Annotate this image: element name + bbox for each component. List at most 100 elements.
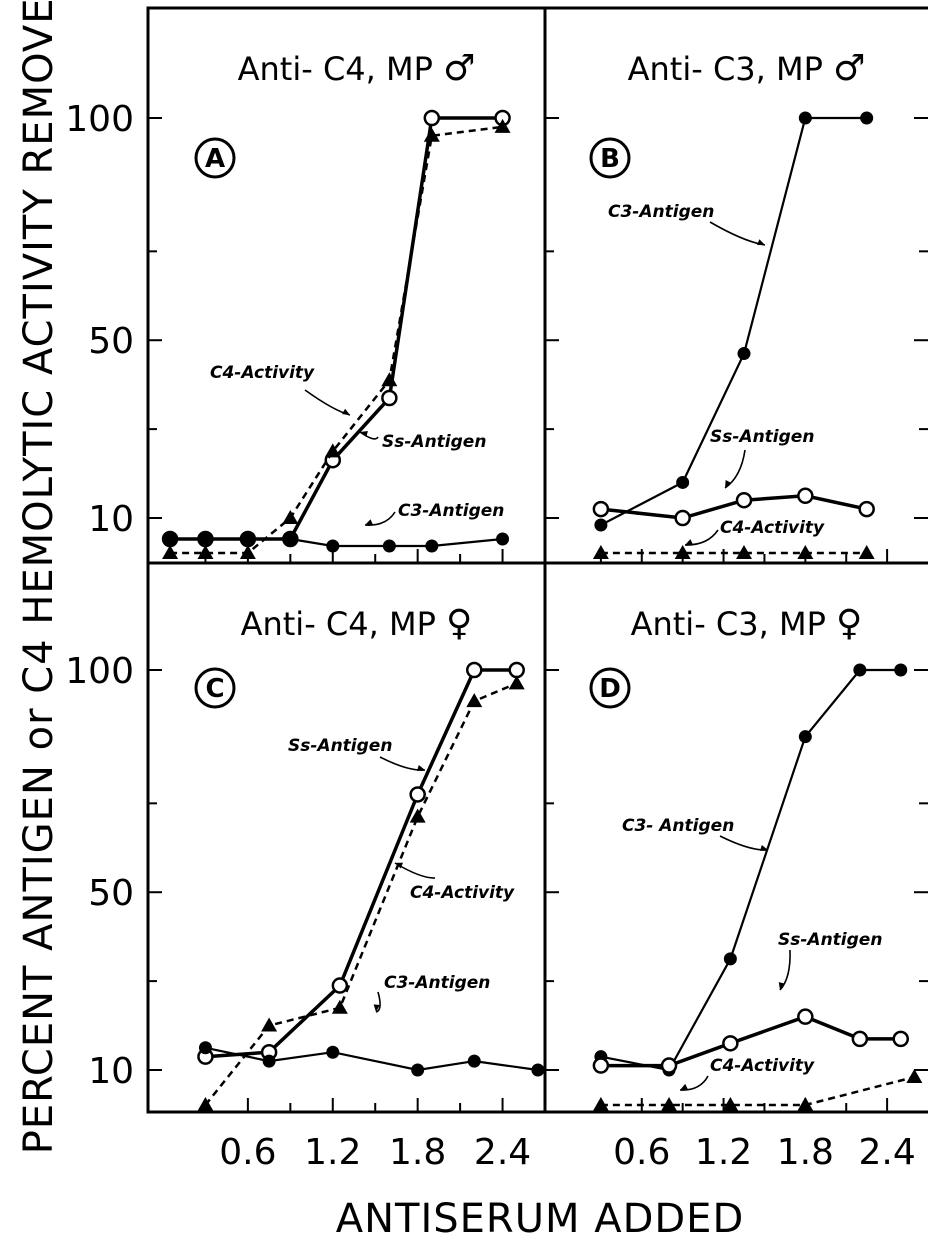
panel-letter: A xyxy=(205,144,225,174)
panel-title: Anti- C3, MP ♀ xyxy=(631,603,863,644)
annotation-arrowhead xyxy=(342,408,350,415)
series-line xyxy=(205,668,517,1059)
panel-title: Anti- C3, MP ♂ xyxy=(628,48,866,89)
filled-triangle-point xyxy=(197,1097,214,1111)
series-ss-antigen xyxy=(197,661,525,1065)
filled-triangle-point xyxy=(722,1097,739,1111)
filled-triangle-point xyxy=(494,118,511,133)
open-circle-point xyxy=(722,1035,739,1052)
annotation-arrow xyxy=(709,221,766,246)
x-tick-label: 1.8 xyxy=(389,1132,446,1173)
annotation-arrow xyxy=(375,991,381,1013)
open-circle-point xyxy=(331,977,349,994)
filled-triangle-point xyxy=(239,545,256,559)
filled-circle-point xyxy=(676,475,690,489)
filled-circle-point xyxy=(241,532,255,546)
series-line xyxy=(205,1046,539,1072)
panel-letter: D xyxy=(599,674,621,704)
filled-circle-point xyxy=(531,1063,545,1077)
x-axis-label: ANTISERUM ADDED xyxy=(336,1196,745,1242)
y-tick-label: 100 xyxy=(65,99,134,140)
series-line xyxy=(170,116,503,541)
filled-triangle-point xyxy=(261,1017,278,1032)
filled-triangle-point xyxy=(661,1097,678,1111)
y-tick-label: 50 xyxy=(88,873,134,914)
panel-letter-circle xyxy=(194,667,236,709)
filled-circle-point xyxy=(853,663,867,677)
annotation-label: Ss-Antigen xyxy=(778,930,882,950)
annotation-arrow xyxy=(779,949,791,991)
open-circle-point xyxy=(508,661,525,679)
series-line xyxy=(600,668,901,1072)
series-line xyxy=(600,494,868,520)
panel-c: 10 50 100 0.6 1.2 1.8 2.4 Anti- C4, MP ♀ C Ss-Ant… xyxy=(65,603,545,1173)
annotation-label: C3-Antigen xyxy=(608,202,714,222)
x-tick-label: 0.6 xyxy=(613,1132,670,1173)
y-axis-label: PERCENT ANTIGEN or C4 HEMOLYTIC ACTIVITY… xyxy=(16,0,62,1154)
panel-letter-circle xyxy=(589,667,631,709)
annotation-arrowhead xyxy=(395,862,403,869)
open-circle-point xyxy=(423,109,441,127)
annotation-label: C3-Antigen xyxy=(384,973,490,993)
series-c3-antigen xyxy=(594,663,908,1077)
annotation-arrowhead xyxy=(760,844,768,851)
filled-circle-point xyxy=(198,532,212,546)
open-circle-point xyxy=(851,1030,869,1048)
x-tick-label: 1.8 xyxy=(777,1132,834,1173)
filled-triangle-point xyxy=(508,675,525,690)
filled-triangle-point xyxy=(797,1097,814,1111)
open-circle-point xyxy=(797,487,814,505)
annotation-arrow xyxy=(304,389,351,416)
annotation-label: C3-Antigen xyxy=(398,501,504,521)
annotation-arrowhead xyxy=(417,764,425,771)
panel-letter-circle xyxy=(589,137,631,179)
panel-a: 10 50 100 Anti- C4, MP ♂ A C4-Activity Ss-Anti… xyxy=(65,48,511,563)
open-circle-point xyxy=(466,661,483,679)
annotation-label: C4-Activity xyxy=(410,883,515,903)
filled-circle-point xyxy=(198,1041,212,1055)
annotation-arrowhead xyxy=(373,1004,380,1012)
annotation-label: C3- Antigen xyxy=(622,816,734,836)
sex-symbol: ♀ xyxy=(446,603,472,644)
panel-title-text: Anti- C3, MP xyxy=(631,605,836,643)
filled-circle-point xyxy=(411,1063,425,1077)
filled-circle-point xyxy=(326,539,340,553)
filled-triangle-point xyxy=(592,545,609,559)
annotation-label: C4-Activity xyxy=(710,1056,815,1076)
filled-triangle-point xyxy=(409,808,426,823)
plot-frame xyxy=(146,6,928,1114)
filled-circle-point xyxy=(262,1054,276,1068)
annotation-label: C4-Activity xyxy=(720,518,825,538)
open-circle-point xyxy=(735,491,753,509)
filled-triangle-point xyxy=(906,1069,923,1083)
annotation-label: C4-Activity xyxy=(210,363,315,383)
x-tick-label: 0.6 xyxy=(219,1132,276,1173)
filled-circle-point xyxy=(737,347,751,361)
x-tick-label: 1.2 xyxy=(304,1132,361,1173)
filled-triangle-point xyxy=(324,443,341,458)
series-c4-activity xyxy=(592,545,875,559)
sex-symbol: ♂ xyxy=(833,48,865,89)
annotation-label: Ss-Antigen xyxy=(710,427,814,447)
panel-title: Anti- C4, MP ♂ xyxy=(238,48,476,89)
series-ss-antigen xyxy=(592,487,875,527)
open-circle-point xyxy=(381,389,398,407)
filled-triangle-point xyxy=(858,545,875,559)
filled-circle-point xyxy=(425,539,439,553)
panel-title-text: Anti- C4, MP xyxy=(241,605,446,643)
filled-triangle-point xyxy=(797,545,814,559)
filled-triangle-point xyxy=(674,545,691,559)
x-tick-label: 2.4 xyxy=(858,1132,915,1173)
sex-symbol: ♂ xyxy=(443,48,475,89)
filled-triangle-point xyxy=(423,127,440,142)
filled-circle-point xyxy=(860,111,874,125)
panel-d: 0.6 1.2 1.8 2.4 Anti- C3, MP ♀ D C3- Antigen Ss… xyxy=(545,603,928,1173)
open-circle-point xyxy=(674,509,691,527)
open-circle-point xyxy=(409,786,426,803)
filled-triangle-point xyxy=(331,999,348,1014)
annotation-arrow xyxy=(684,529,719,546)
open-circle-point xyxy=(797,1008,814,1025)
panel-letter: C xyxy=(205,674,224,704)
y-tick-label: 50 xyxy=(88,321,134,362)
series-line xyxy=(170,125,503,555)
